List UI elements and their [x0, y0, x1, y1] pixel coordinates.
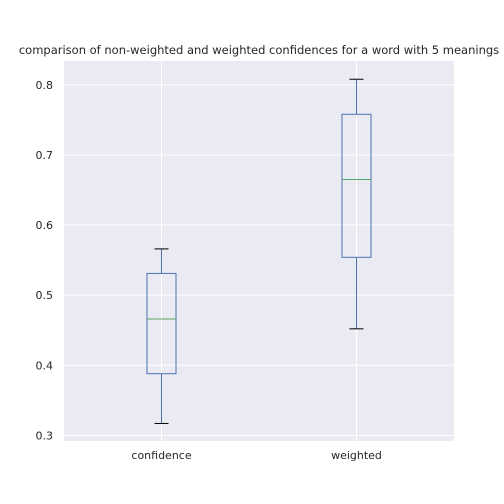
grid-lines — [64, 61, 454, 441]
box-confidence — [146, 248, 177, 424]
plot-area — [64, 61, 454, 441]
boxes — [146, 78, 372, 424]
y-tick-label: 0.6 — [36, 219, 54, 232]
x-tick-label: weighted — [331, 449, 382, 462]
y-axis-ticks: 0.3 0.4 0.5 0.6 0.7 0.8 — [36, 79, 54, 443]
y-tick-label: 0.7 — [36, 149, 54, 162]
y-tick-label: 0.3 — [36, 429, 54, 442]
box-iqr — [146, 272, 177, 375]
x-tick-label: confidence — [131, 449, 191, 462]
box-iqr — [341, 113, 372, 258]
y-tick-label: 0.5 — [36, 289, 54, 302]
chart-title: comparison of non-weighted and weighted … — [19, 43, 499, 57]
y-tick-label: 0.4 — [36, 359, 54, 372]
x-axis-ticks: confidence weighted — [131, 449, 382, 462]
box-weighted — [341, 78, 372, 330]
y-tick-label: 0.8 — [36, 79, 54, 92]
